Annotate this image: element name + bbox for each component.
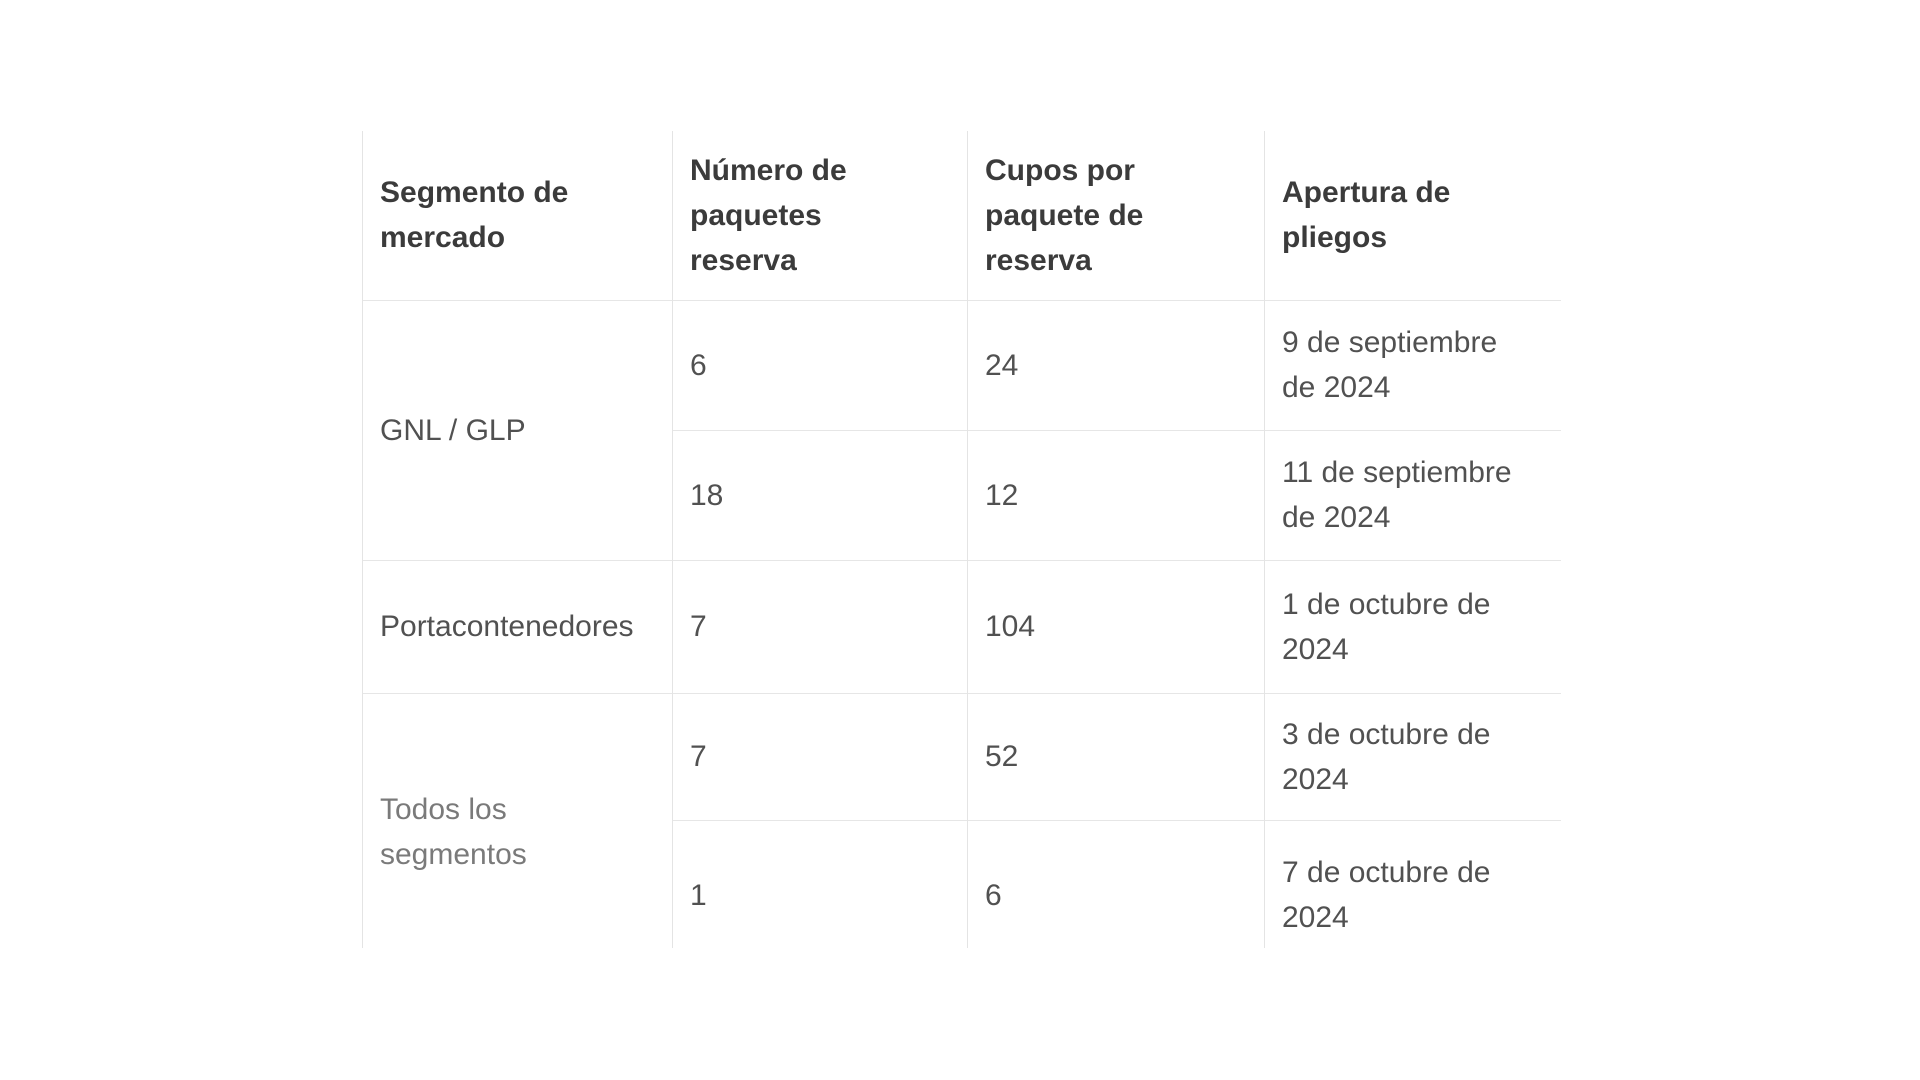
column-header-cupos-por-paquete: Cupos por paquete de reserva: [967, 131, 1265, 300]
reservation-packages-table: Segmento de mercado Número de paquetes r…: [362, 131, 1561, 948]
column-header-segmento-de-mercado: Segmento de mercado: [362, 131, 673, 300]
paquetes-cell: 7: [672, 692, 968, 820]
table-row-todos-los-segmentos-1: Todos los segmentos 7 52 3 de octubre de…: [362, 692, 1561, 948]
table-row-gnl-glp-2: 18 12 11 de septiembre de 2024: [363, 429, 1561, 560]
cupos-cell: 6: [967, 819, 1265, 948]
paquetes-cell: 1: [672, 819, 968, 948]
paquetes-cell: 7: [672, 559, 968, 693]
paquetes-cell: 6: [672, 299, 968, 430]
table-viewport: Segmento de mercado Número de paquetes r…: [362, 131, 1561, 948]
header-row: Segmento de mercado Número de paquetes r…: [362, 131, 1561, 300]
table-row-gnl-glp-1: GNL / GLP 6 24 9 de septiembre de 2024: [362, 299, 1561, 560]
cupos-cell: 104: [967, 559, 1265, 693]
column-header-apertura-de-pliegos: Apertura de pliegos: [1264, 131, 1561, 300]
table-body: GNL / GLP 6 24 9 de septiembre de 2024 1…: [362, 299, 1561, 948]
cupos-cell: 52: [967, 692, 1265, 820]
table-row-portacontenedores: Portacontenedores 7 104 1 de octubre de …: [362, 559, 1561, 693]
paquetes-cell: 18: [672, 429, 968, 560]
apertura-cell: 7 de octubre de 2024: [1264, 819, 1561, 948]
apertura-cell: 11 de septiembre de 2024: [1264, 429, 1561, 560]
cupos-cell: 12: [967, 429, 1265, 560]
apertura-cell: 9 de septiembre de 2024: [1264, 299, 1561, 430]
apertura-cell: 3 de octubre de 2024: [1264, 692, 1561, 820]
cupos-cell: 24: [967, 299, 1265, 430]
segment-cell-gnl-glp: GNL / GLP: [362, 299, 673, 560]
segment-cell-portacontenedores: Portacontenedores: [362, 559, 673, 693]
column-header-numero-de-paquetes-reserva: Número de paquetes reserva: [672, 131, 968, 300]
table-row-todos-los-segmentos-2: 1 6 7 de octubre de 2024: [363, 819, 1561, 948]
segment-cell-todos-los-segmentos: Todos los segmentos: [362, 692, 673, 948]
apertura-cell: 1 de octubre de 2024: [1264, 559, 1561, 693]
table-header: Segmento de mercado Número de paquetes r…: [362, 131, 1561, 300]
